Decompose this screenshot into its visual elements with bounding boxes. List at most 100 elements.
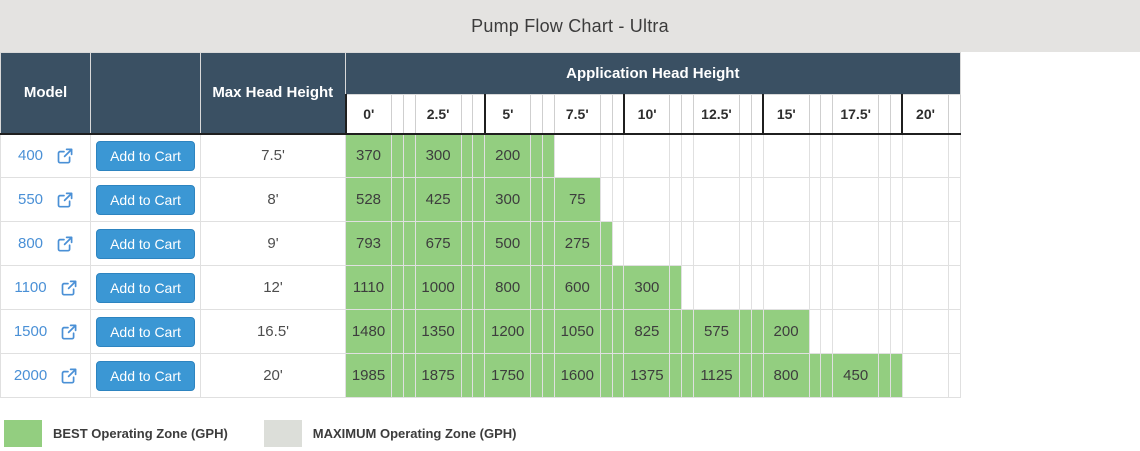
empty-cell: [808, 221, 822, 266]
external-link-icon[interactable]: [61, 368, 77, 384]
flow-cell: [599, 221, 613, 266]
head-height-spacer: [750, 94, 764, 135]
empty-cell: [889, 265, 903, 310]
flow-cell: [669, 265, 683, 310]
empty-cell: [832, 309, 880, 354]
empty-cell: [611, 177, 625, 222]
flow-cell: [472, 221, 486, 266]
max-head-cell: 9': [200, 221, 346, 266]
external-link-icon[interactable]: [61, 324, 77, 340]
cart-cell: Add to Cart: [90, 177, 201, 222]
head-height-spacer: [889, 94, 903, 135]
flow-cell: 300: [414, 133, 462, 178]
flow-cell: [541, 177, 555, 222]
flow-cell: 528: [345, 177, 392, 222]
model-link[interactable]: 1500: [13, 323, 48, 340]
flow-cell: [681, 353, 694, 398]
flow-cell: [611, 309, 625, 354]
flow-cell: [541, 353, 555, 398]
head-height-label: 12.5': [692, 94, 740, 135]
head-height-spacer: [391, 94, 404, 135]
flow-cell: 1000: [414, 265, 462, 310]
flow-cell: [460, 177, 474, 222]
flow-cell: [541, 265, 555, 310]
flow-cell: 1050: [553, 309, 601, 354]
flow-cell: [402, 265, 416, 310]
flow-cell: [460, 353, 474, 398]
cart-cell: Add to Cart: [90, 353, 201, 398]
maximum-zone-swatch: [263, 420, 302, 447]
head-height-label: 17.5': [832, 94, 880, 135]
add-to-cart-button[interactable]: Add to Cart: [96, 184, 195, 215]
max-head-cell: 20': [200, 353, 346, 398]
page-title-bar: Pump Flow Chart - Ultra: [0, 0, 1140, 52]
model-link[interactable]: 1100: [14, 279, 47, 296]
flow-cell: [530, 133, 543, 178]
model-link[interactable]: 550: [17, 191, 44, 208]
add-to-cart-button[interactable]: Add to Cart: [96, 272, 195, 303]
model-link[interactable]: 400: [17, 147, 44, 165]
model-cell: 400: [0, 133, 91, 178]
flow-cell: [402, 221, 416, 266]
empty-cell: [623, 177, 671, 222]
empty-cell: [738, 133, 752, 178]
flow-cell: [472, 177, 486, 222]
empty-cell: [820, 265, 834, 310]
model-link[interactable]: 2000: [13, 367, 48, 384]
empty-cell: [889, 221, 903, 266]
external-link-icon[interactable]: [61, 280, 77, 296]
legend-item-maximum: MAXIMUM Operating Zone (GPH): [263, 420, 517, 447]
flow-cell: [878, 353, 891, 398]
pump-row: 1500 Add to Cart 16.5' 1480 1350 1200 1050 825 5…: [0, 309, 961, 354]
empty-cell: [762, 265, 810, 310]
head-height-label: 0': [344, 94, 392, 135]
empty-cell: [762, 221, 810, 266]
flow-cell: [599, 265, 613, 310]
empty-cell: [808, 309, 822, 354]
empty-cell: [681, 133, 694, 178]
flow-cell: 800: [762, 353, 810, 398]
flow-cell: [391, 265, 404, 310]
head-height-label: 2.5': [414, 94, 462, 135]
empty-cell: [599, 133, 613, 178]
flow-cell: [530, 221, 543, 266]
empty-cell: [889, 177, 903, 222]
add-to-cart-button[interactable]: Add to Cart: [96, 228, 195, 259]
head-height-spacer: [611, 94, 625, 135]
add-to-cart-button[interactable]: Add to Cart: [96, 360, 195, 391]
empty-cell: [808, 265, 822, 310]
head-height-spacer: [738, 94, 752, 135]
flow-cell: 1985: [345, 353, 392, 398]
empty-cell: [750, 221, 764, 266]
external-link-icon[interactable]: [57, 192, 73, 208]
flow-cell: 500: [484, 221, 532, 266]
pump-flow-table: Model Max Head Height Application Head H…: [0, 52, 961, 398]
flow-cell: [472, 265, 486, 310]
empty-cell: [901, 353, 949, 398]
model-cell: 800: [0, 221, 91, 266]
best-zone-swatch: [4, 420, 42, 447]
model-link[interactable]: 800: [17, 235, 44, 252]
flow-cell: [460, 265, 474, 310]
empty-cell: [947, 221, 961, 266]
add-to-cart-button[interactable]: Add to Cart: [96, 140, 195, 171]
empty-cell: [820, 221, 834, 266]
flow-cell: 370: [345, 133, 392, 178]
empty-cell: [889, 133, 903, 178]
maximum-zone-label: MAXIMUM Operating Zone (GPH): [312, 426, 517, 441]
empty-cell: [820, 309, 834, 354]
empty-cell: [901, 265, 949, 310]
flow-cell: 793: [345, 221, 392, 266]
best-zone-label: BEST Operating Zone (GPH): [53, 426, 228, 441]
model-cell: 550: [0, 177, 91, 222]
head-height-label: 20': [901, 94, 949, 135]
external-link-icon[interactable]: [57, 236, 73, 252]
empty-cell: [669, 221, 683, 266]
flow-cell: 1750: [484, 353, 532, 398]
add-to-cart-button[interactable]: Add to Cart: [96, 316, 195, 347]
empty-cell: [820, 133, 834, 178]
empty-cell: [808, 133, 822, 178]
flow-cell: 200: [484, 133, 532, 178]
empty-cell: [832, 265, 880, 310]
external-link-icon[interactable]: [57, 148, 73, 164]
